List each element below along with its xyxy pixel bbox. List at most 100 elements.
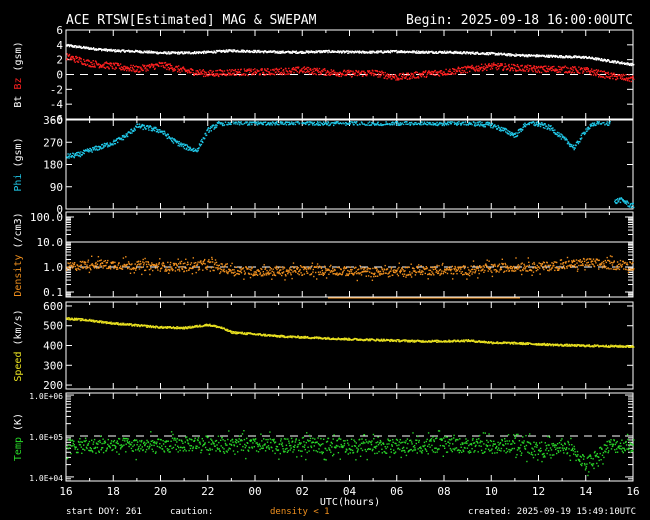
data-point <box>149 264 151 267</box>
data-point <box>368 124 370 126</box>
data-point <box>499 65 501 67</box>
data-point <box>361 123 364 125</box>
data-point <box>442 262 444 265</box>
data-point <box>167 66 169 69</box>
data-point <box>129 131 131 134</box>
data-point <box>292 271 294 273</box>
data-point <box>365 270 367 272</box>
data-point <box>307 268 310 270</box>
data-point <box>276 268 278 271</box>
data-point <box>356 51 358 54</box>
data-point <box>558 56 560 58</box>
data-point <box>523 265 526 267</box>
data-point <box>279 73 281 75</box>
data-point <box>281 52 284 54</box>
data-point <box>171 68 174 70</box>
data-point <box>442 272 444 275</box>
data-point <box>601 76 603 78</box>
data-point <box>456 124 458 126</box>
data-point <box>358 52 360 54</box>
data-point <box>112 67 114 70</box>
data-point <box>247 69 250 71</box>
data-point <box>621 75 624 77</box>
data-point <box>233 123 235 125</box>
data-point <box>190 71 192 74</box>
data-point <box>177 269 179 271</box>
data-point <box>455 123 458 125</box>
data-point <box>307 51 309 53</box>
data-point <box>207 75 209 77</box>
data-point <box>621 263 624 266</box>
data-point <box>286 270 289 272</box>
data-point <box>311 121 313 123</box>
data-point <box>169 63 171 65</box>
data-point <box>74 58 76 60</box>
data-point <box>469 123 471 125</box>
data-point <box>326 50 329 52</box>
data-point <box>130 268 133 271</box>
data-point <box>144 64 146 67</box>
data-point <box>399 51 401 54</box>
data-point <box>119 67 121 70</box>
data-point <box>388 123 391 125</box>
data-point <box>611 60 614 62</box>
data-point <box>431 271 433 273</box>
data-point <box>343 50 345 52</box>
data-point <box>414 51 416 53</box>
data-point <box>579 68 581 71</box>
data-point <box>360 274 363 276</box>
data-point <box>173 67 176 70</box>
data-point <box>616 198 619 200</box>
data-point <box>545 65 547 67</box>
data-point <box>415 52 417 54</box>
data-point <box>119 63 122 65</box>
data-point <box>317 271 320 273</box>
data-point <box>237 270 239 272</box>
data-point <box>323 74 325 76</box>
data-point <box>455 269 458 271</box>
data-point <box>280 266 282 268</box>
data-point <box>585 264 587 266</box>
data-point <box>237 68 239 71</box>
data-point <box>558 132 560 134</box>
data-point <box>281 121 284 124</box>
data-point <box>497 53 499 56</box>
data-point <box>387 123 389 125</box>
data-point <box>415 71 417 73</box>
data-point <box>573 260 576 262</box>
data-point <box>393 269 395 271</box>
data-point <box>604 266 606 269</box>
data-point <box>102 145 105 147</box>
data-point <box>322 272 324 274</box>
data-point <box>564 56 566 59</box>
data-point <box>511 131 513 134</box>
data-point <box>460 72 462 74</box>
data-point <box>354 74 356 76</box>
data-point <box>378 70 381 73</box>
data-point <box>215 51 217 54</box>
data-point <box>229 72 231 74</box>
data-point <box>601 261 603 264</box>
data-point <box>554 266 556 269</box>
data-point <box>309 51 312 54</box>
data-point <box>388 271 391 273</box>
data-point <box>316 123 318 125</box>
data-point <box>439 70 442 72</box>
data-point <box>547 128 549 130</box>
data-point <box>153 126 155 129</box>
data-point <box>250 269 252 271</box>
data-point <box>414 122 416 124</box>
data-point <box>591 263 593 265</box>
data-point <box>262 123 264 126</box>
data-point <box>153 64 155 66</box>
data-point <box>259 273 261 275</box>
data-point <box>421 73 423 76</box>
data-point <box>106 49 108 51</box>
data-point <box>580 138 582 141</box>
data-point <box>122 136 124 138</box>
data-point <box>627 269 629 271</box>
y-axis-label-part: Phi <box>13 174 24 192</box>
data-point <box>95 148 98 150</box>
data-point <box>401 122 403 124</box>
data-point <box>319 71 321 73</box>
